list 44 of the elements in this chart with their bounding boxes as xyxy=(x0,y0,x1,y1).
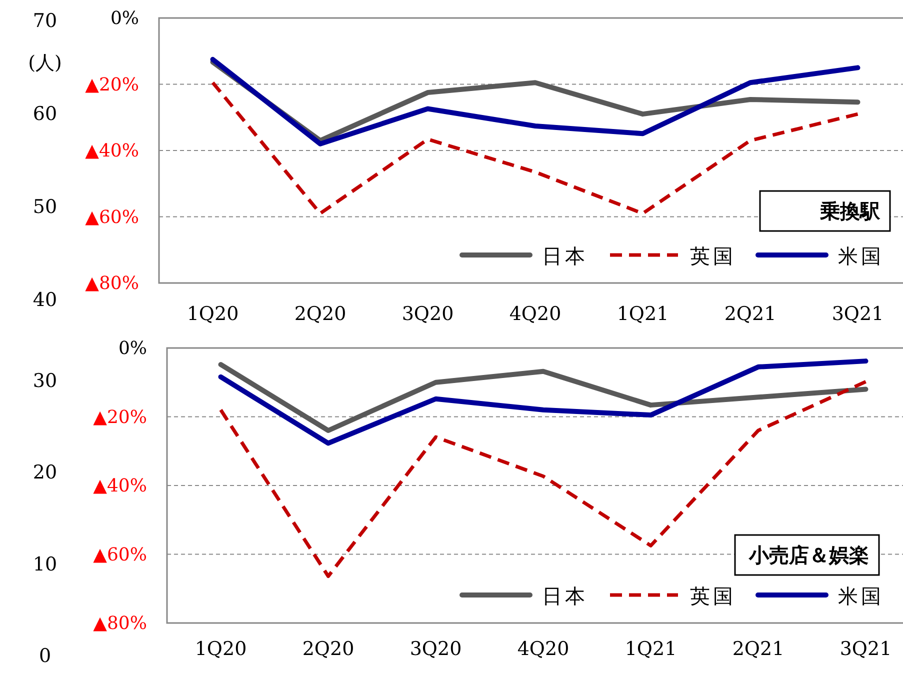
x-tick-label: 2Q20 xyxy=(294,303,346,325)
y2-tick-label: 50 xyxy=(32,196,58,218)
y-tick-label: ▲40% xyxy=(85,140,139,162)
annotation: 乗換駅 xyxy=(819,199,881,223)
y2-tick-label: 70 xyxy=(32,10,58,32)
legend-label: 日本 xyxy=(542,584,588,608)
y2-tick-label: 20 xyxy=(32,462,58,484)
y2-tick-label: 40 xyxy=(32,289,58,311)
y-tick-label: ▲20% xyxy=(93,406,147,428)
x-tick-label: 1Q20 xyxy=(186,303,239,325)
y-tick-label: ▲60% xyxy=(93,544,147,566)
y2-tick-label: 10 xyxy=(32,553,58,576)
x-tick-label: 1Q20 xyxy=(194,638,247,660)
legend-label: 日本 xyxy=(542,244,588,268)
annotation: 小売店＆娯楽 xyxy=(748,543,869,567)
x-tick-label: 4Q20 xyxy=(509,303,562,325)
x-tick-label: 2Q20 xyxy=(302,638,354,660)
x-tick-label: 3Q21 xyxy=(840,638,892,660)
x-tick-label: 3Q20 xyxy=(402,303,454,325)
y-tick-label: ▲60% xyxy=(85,206,139,228)
y2-tick-label: 60 xyxy=(32,103,58,125)
y-tick-label: 0% xyxy=(110,8,139,29)
x-tick-label: 2Q21 xyxy=(732,638,784,660)
legend-label: 米国 xyxy=(838,584,884,608)
x-tick-label: 1Q21 xyxy=(616,303,669,325)
x-tick-label: 4Q20 xyxy=(517,638,570,660)
x-tick-label: 2Q21 xyxy=(724,303,776,325)
y-tick-label: 0% xyxy=(118,338,147,359)
y-tick-label: ▲80% xyxy=(93,613,147,634)
legend-label: 英国 xyxy=(690,244,736,268)
x-tick-label: 3Q21 xyxy=(832,303,884,325)
y-tick-label: ▲80% xyxy=(85,273,139,294)
y2-axis-title: (人) xyxy=(28,52,62,74)
x-tick-label: 3Q20 xyxy=(410,638,462,660)
x-tick-label: 1Q21 xyxy=(624,638,677,660)
annotation-box: 小売店＆娯楽 xyxy=(734,534,880,576)
line-series xyxy=(219,380,868,578)
annotation-box: 乗換駅 xyxy=(759,190,891,232)
y2-tick-label: 30 xyxy=(32,370,58,392)
legend-label: 英国 xyxy=(690,584,736,608)
y-tick-label: ▲20% xyxy=(85,74,139,96)
legend-label: 米国 xyxy=(838,244,884,268)
y2-tick-label: 0 xyxy=(38,645,52,667)
y-tick-label: ▲40% xyxy=(93,476,147,496)
